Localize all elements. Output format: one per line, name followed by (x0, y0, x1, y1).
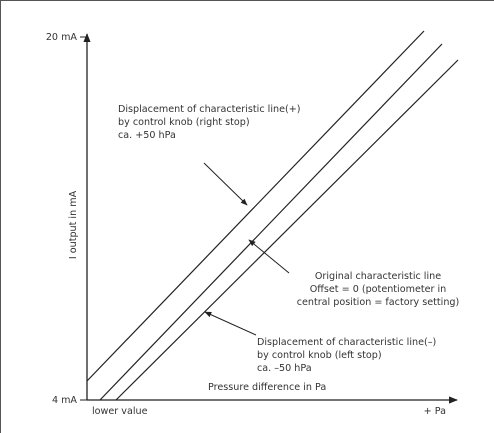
annotation-minus-line-1: Displacement of characteristic line(–) (257, 337, 436, 348)
x-axis-label: Pressure difference in Pa (208, 382, 326, 393)
annotation-plus-line-2: by control knob (right stop) (118, 117, 250, 128)
y-tick-label-top: 20 mA (46, 32, 78, 43)
arrow-original (248, 239, 290, 274)
annotation-minus-line-2: by control knob (left stop) (257, 350, 382, 361)
characteristic-line-minus (115, 59, 459, 401)
annotation-original-line-1: Original characteristic line (315, 271, 441, 282)
annotation-minus-line-3: ca. –50 hPa (257, 363, 312, 374)
annotation-plus-line-3: ca. +50 hPa (118, 130, 176, 141)
y-tick-label-bottom: 4 mA (52, 395, 77, 406)
annotation-original-line-2: Offset = 0 (potentiometer in (310, 284, 447, 295)
annotation-original-line-3: central position = factory setting) (297, 297, 460, 308)
arrow-minus (204, 311, 257, 336)
x-axis-left-label: lower value (92, 406, 148, 417)
arrow-plus (203, 162, 248, 206)
characteristic-line-original (99, 43, 443, 401)
y-axis-label: I output in mA (68, 190, 79, 259)
x-axis-right-label: + Pa (424, 406, 446, 417)
annotation-plus-line-1: Displacement of characteristic line(+) (118, 104, 301, 115)
characteristic-line-plus (86, 30, 425, 382)
